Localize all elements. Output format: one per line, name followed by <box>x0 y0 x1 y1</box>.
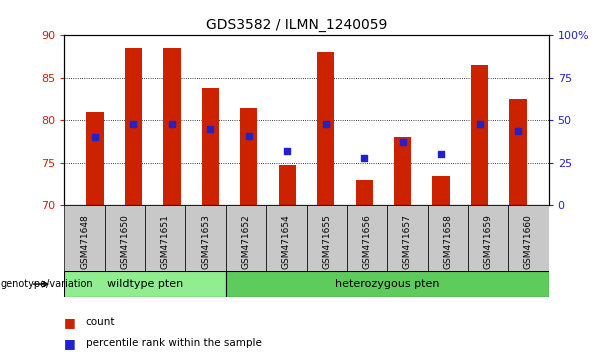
Bar <box>279 165 296 205</box>
Bar <box>306 205 347 271</box>
Point <box>474 121 484 127</box>
Point <box>129 121 139 127</box>
Text: GSM471648: GSM471648 <box>80 214 89 269</box>
Bar <box>64 271 226 297</box>
Text: GSM471651: GSM471651 <box>161 214 170 269</box>
Bar <box>394 137 411 205</box>
Point <box>205 126 215 132</box>
Text: genotype/variation: genotype/variation <box>1 279 93 289</box>
Point <box>513 128 523 133</box>
Text: GSM471650: GSM471650 <box>120 214 129 269</box>
Bar <box>145 205 185 271</box>
Bar <box>64 205 105 271</box>
Bar <box>202 88 219 205</box>
Bar <box>471 65 488 205</box>
Point <box>283 148 292 154</box>
Bar <box>468 205 508 271</box>
Text: heterozygous pten: heterozygous pten <box>335 279 440 289</box>
Bar <box>163 48 181 205</box>
Text: ■: ■ <box>64 337 76 350</box>
Text: GSM471659: GSM471659 <box>484 214 493 269</box>
Point <box>90 135 100 140</box>
Text: count: count <box>86 317 115 327</box>
Bar <box>226 271 549 297</box>
Bar <box>509 99 527 205</box>
Bar <box>508 205 549 271</box>
Text: ■: ■ <box>64 316 76 329</box>
Text: GSM471652: GSM471652 <box>242 214 251 269</box>
Bar <box>317 52 334 205</box>
Text: percentile rank within the sample: percentile rank within the sample <box>86 338 262 348</box>
Text: GSM471660: GSM471660 <box>524 214 533 269</box>
Text: GSM471655: GSM471655 <box>322 214 331 269</box>
Bar <box>266 205 306 271</box>
Bar <box>240 108 257 205</box>
Bar <box>86 112 104 205</box>
Point <box>359 155 369 161</box>
Bar <box>356 180 373 205</box>
Title: GDS3582 / ILMN_1240059: GDS3582 / ILMN_1240059 <box>206 18 387 32</box>
Bar <box>125 48 142 205</box>
Bar <box>387 205 428 271</box>
Bar <box>432 176 450 205</box>
Point <box>398 139 408 145</box>
Point <box>436 152 446 157</box>
Text: wildtype pten: wildtype pten <box>107 279 183 289</box>
Text: GSM471656: GSM471656 <box>362 214 371 269</box>
Bar <box>105 205 145 271</box>
Point <box>167 121 177 127</box>
Bar <box>226 205 266 271</box>
Bar <box>428 205 468 271</box>
Point <box>321 121 330 127</box>
Point <box>244 133 254 138</box>
Text: GSM471658: GSM471658 <box>443 214 452 269</box>
Text: GSM471654: GSM471654 <box>282 214 291 269</box>
Text: GSM471657: GSM471657 <box>403 214 412 269</box>
Text: GSM471653: GSM471653 <box>201 214 210 269</box>
Bar <box>186 205 226 271</box>
Bar <box>347 205 387 271</box>
